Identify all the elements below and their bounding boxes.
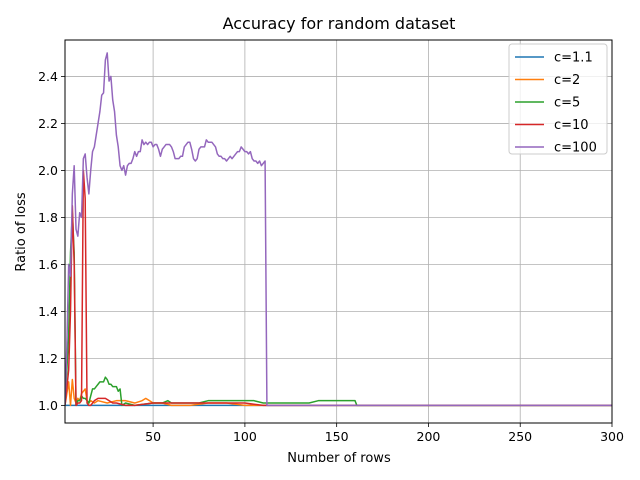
ticks: 50 100 150 200 250 300 1.0 1.2 1.4 1.6 1.8 2.0 2.2 2.… [38,69,624,444]
x-tick-label: 100 [233,429,257,444]
series-line-c=100 [65,52,612,407]
legend-label-c=1.1: c=1.1 [554,51,593,66]
plot-frame [64,39,613,424]
y-tick-label: 2.0 [38,163,58,178]
series-line-c=5 [65,211,612,407]
x-tick-label: 50 [145,429,161,444]
x-tick-label: 300 [600,429,624,444]
y-axis-label: Ratio of loss [14,192,29,272]
x-tick-label: 200 [417,429,441,444]
legend-label-c=2: c=2 [554,73,580,88]
y-tick-label: 1.8 [38,210,58,225]
y-tick-label: 2.4 [38,69,58,84]
legend-label-c=5: c=5 [554,96,580,111]
legend-label-c=100: c=100 [554,141,597,156]
x-axis-label: Number of rows [287,451,391,466]
series-line-c=10 [65,169,612,407]
grid [65,40,613,423]
legend-label-c=10: c=10 [554,118,589,133]
x-tick-label: 250 [508,429,532,444]
x-tick-label: 150 [325,429,349,444]
y-tick-label: 1.4 [38,304,58,319]
y-tick-label: 1.6 [38,257,58,272]
chart-title: Accuracy for random dataset [223,14,456,33]
legend-box [508,43,608,155]
y-tick-label: 2.2 [38,116,58,131]
y-tick-label: 1.2 [38,351,58,366]
legend: c=1.1 c=2 c=5 c=10 c=100 [508,43,608,156]
series-layer [65,52,612,407]
y-tick-label: 1.0 [38,398,58,413]
